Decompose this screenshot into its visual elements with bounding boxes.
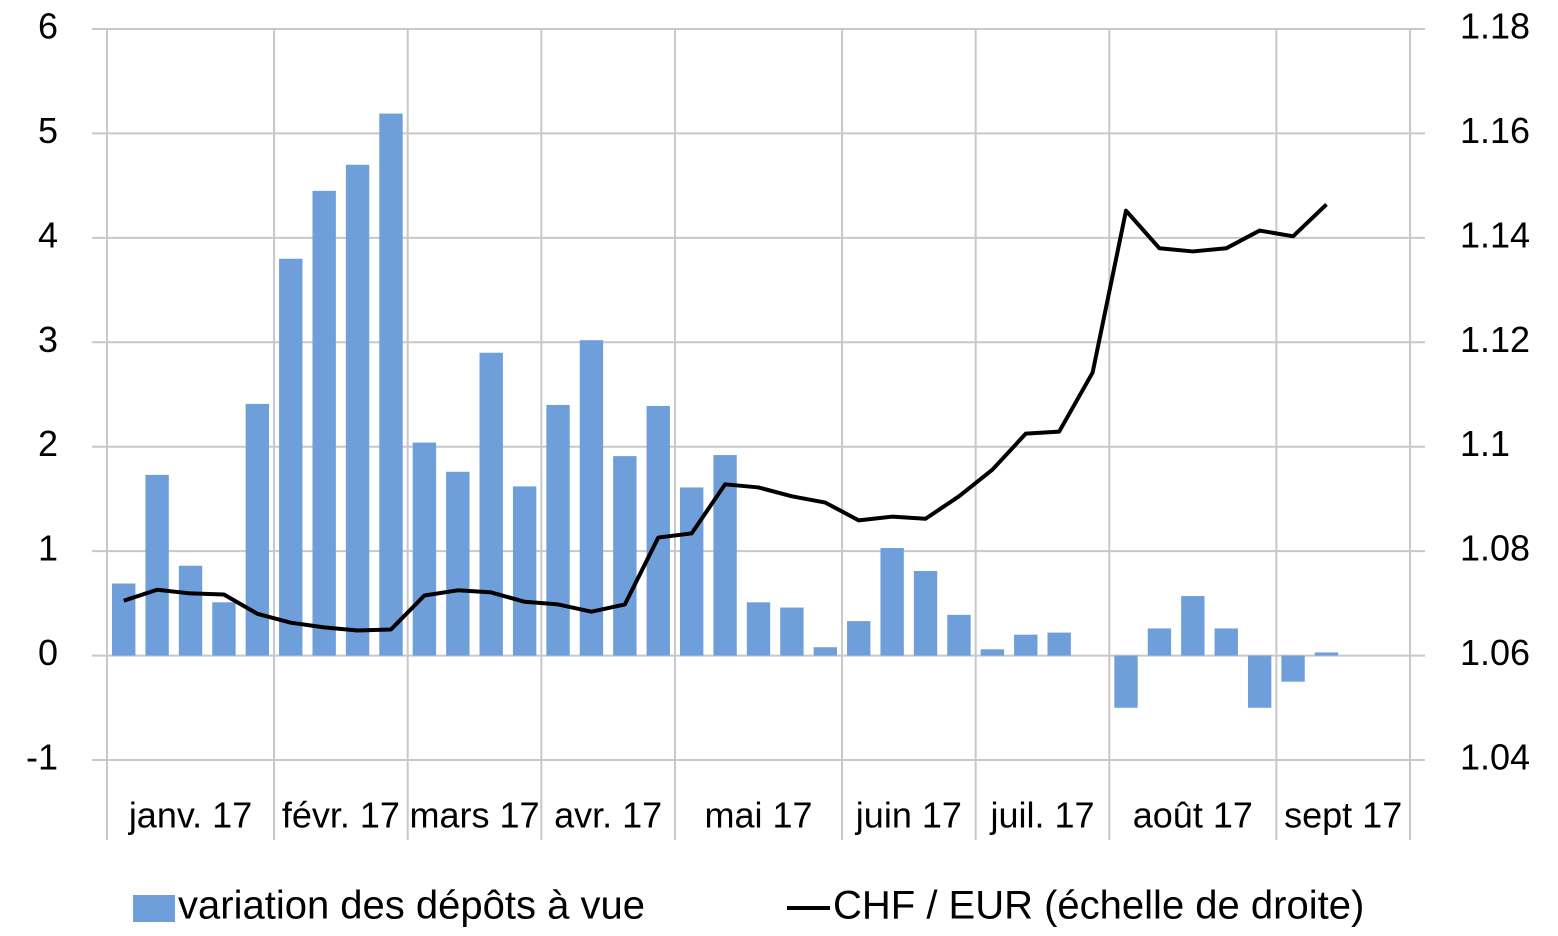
bar: [312, 190, 336, 656]
y2-tick-label: 1.06: [1460, 632, 1530, 673]
bar: [145, 474, 169, 656]
x-group-label: août 17: [1133, 795, 1253, 836]
bar: [279, 258, 303, 656]
x-group-label: juin 17: [855, 795, 962, 836]
bar: [780, 607, 804, 656]
bar: [512, 486, 537, 656]
bar: [479, 352, 503, 656]
x-group-label: sept 17: [1284, 795, 1402, 836]
bar: [1114, 655, 1138, 708]
y2-tick-label: 1.16: [1460, 110, 1530, 151]
y2-tick-label: 1.14: [1460, 214, 1530, 255]
bar: [112, 583, 136, 656]
y2-tick-label: 1.18: [1460, 6, 1530, 47]
y-tick-label: 6: [38, 6, 58, 47]
y-tick-label: 2: [38, 423, 58, 464]
y-tick-label: -1: [26, 737, 58, 778]
bar: [1147, 628, 1172, 656]
x-group-label: janv. 17: [128, 795, 252, 836]
bar: [212, 602, 236, 656]
bar: [412, 442, 437, 656]
bar: [947, 614, 971, 656]
x-group-label: févr. 17: [282, 795, 400, 836]
legend-label: CHF / EUR (échelle de droite): [833, 884, 1364, 928]
bar: [880, 548, 904, 656]
y2-tick-label: 1.04: [1460, 737, 1530, 778]
bar: [613, 456, 637, 656]
bar: [579, 340, 604, 656]
y2-tick-label: 1.1: [1460, 423, 1510, 464]
bar: [1214, 628, 1238, 656]
bar: [847, 621, 871, 656]
y2-tick-label: 1.08: [1460, 528, 1530, 569]
y2-tick-label: 1.12: [1460, 319, 1530, 360]
y-tick-label: 4: [38, 214, 58, 255]
bar: [345, 164, 370, 656]
bar: [379, 113, 403, 656]
bar: [713, 455, 737, 656]
bar: [1314, 652, 1339, 656]
legend: variation des dépôts à vue CHF / EUR (éch…: [133, 884, 1364, 928]
bar: [746, 602, 771, 656]
bar: [1247, 655, 1272, 708]
bar: [813, 647, 838, 656]
bar: [913, 570, 938, 656]
legend-swatch: [133, 895, 175, 922]
bar: [1014, 634, 1038, 656]
y-tick-label: 1: [38, 528, 58, 569]
bar: [446, 471, 470, 656]
y-tick-label: 0: [38, 632, 58, 673]
y-tick-label: 3: [38, 319, 58, 360]
x-group-label: avr. 17: [554, 795, 662, 836]
bar: [245, 403, 270, 656]
line: [123, 202, 1328, 633]
bar: [679, 487, 704, 656]
bar: [1281, 655, 1305, 682]
bar: [646, 405, 670, 656]
x-group-label: mars 17: [409, 795, 539, 836]
x-group-label: juil. 17: [989, 795, 1094, 836]
y-tick-label: 5: [38, 110, 58, 151]
legend-label: variation des dépôts à vue: [178, 884, 645, 928]
bar: [178, 565, 203, 656]
bar: [1181, 596, 1205, 656]
bar: [1047, 632, 1071, 656]
bar: [980, 649, 1005, 656]
x-group-label: mai 17: [704, 795, 812, 836]
bar: [546, 404, 570, 656]
